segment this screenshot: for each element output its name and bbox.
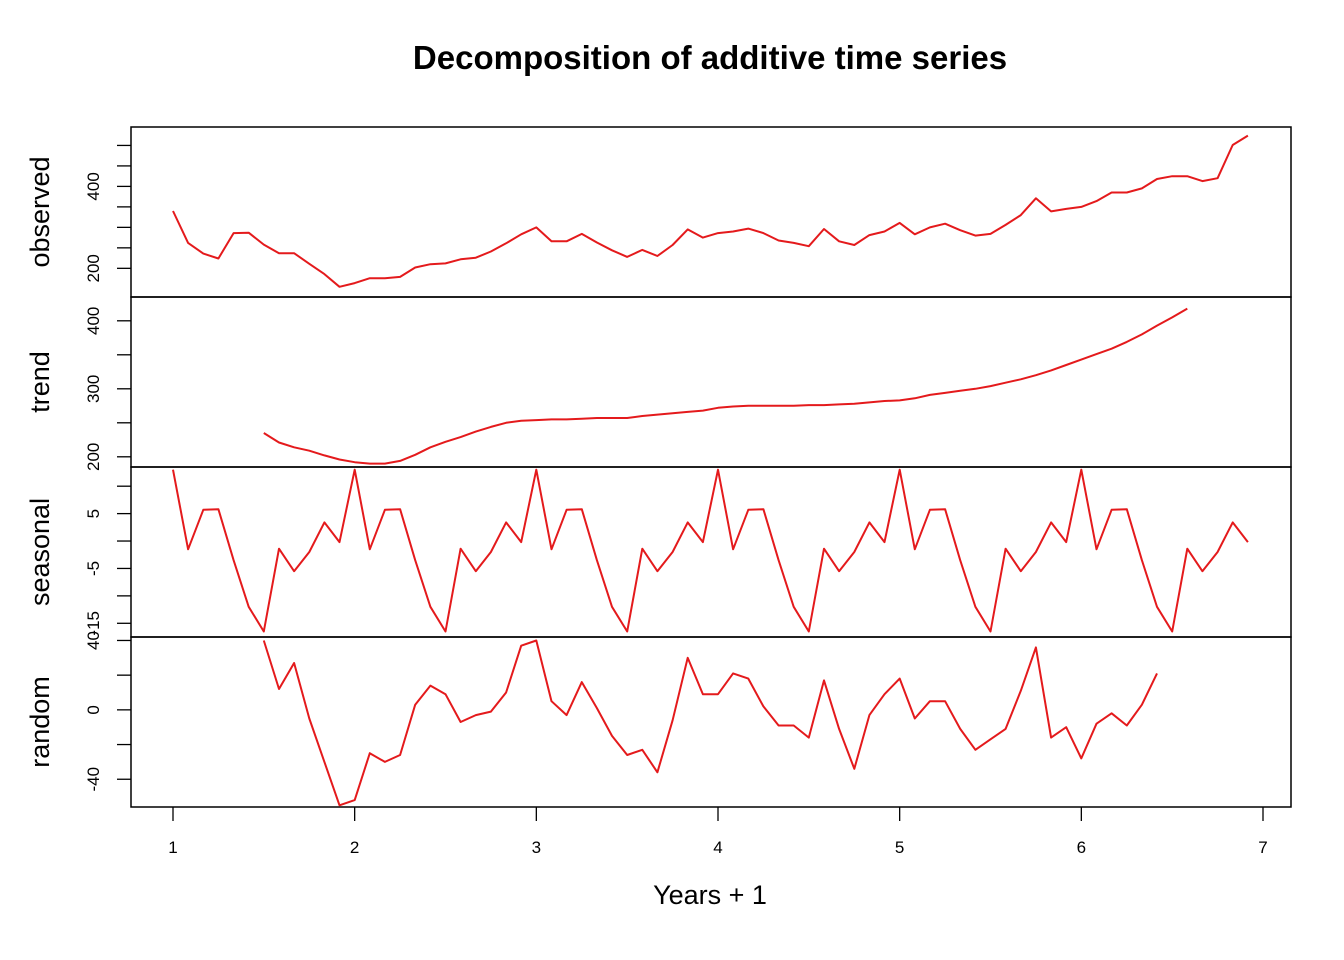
chart-title: Decomposition of additive time series xyxy=(413,39,1007,76)
panel-label-random: random xyxy=(25,676,55,768)
y-tick-label: -40 xyxy=(84,767,103,792)
panel-random: random -40 0 40 xyxy=(25,631,1292,808)
panels-group: observed200400trend200300400seasonal-15-… xyxy=(25,126,1292,808)
panel-trend: trend 200 300 400 xyxy=(25,296,1292,471)
panel-label-observed: observed xyxy=(25,156,55,267)
y-tick-label: 200 xyxy=(84,443,103,471)
panel-frame-observed xyxy=(130,126,1292,298)
y-tick-label: -15 xyxy=(84,611,103,636)
y-tick-label: 40 xyxy=(84,631,103,650)
panel-frame-trend xyxy=(130,296,1292,468)
y-tick-label: 300 xyxy=(84,375,103,403)
x-tick-label: 6 xyxy=(1077,838,1086,857)
y-tick-label: -5 xyxy=(84,561,103,576)
y-tick-label: 0 xyxy=(84,705,103,714)
x-axis: 1 2 3 4 5 6 7 xyxy=(168,807,1268,857)
y-tick-label: 400 xyxy=(84,307,103,335)
panel-label-trend: trend xyxy=(25,351,55,413)
panel-frame-seasonal xyxy=(130,466,1292,638)
series-line-random xyxy=(262,639,1158,807)
x-tick-label: 7 xyxy=(1258,838,1267,857)
x-tick-label: 4 xyxy=(713,838,722,857)
series-line-trend xyxy=(263,307,1188,465)
y-tick-label: 5 xyxy=(84,509,103,518)
x-axis-label: Years + 1 xyxy=(653,880,767,910)
panel-label-seasonal: seasonal xyxy=(25,498,55,606)
x-tick-label: 1 xyxy=(168,838,177,857)
series-line-observed xyxy=(172,134,1249,288)
y-tick-label: 200 xyxy=(84,254,103,282)
panel-observed: observed 200 400 xyxy=(25,126,1292,298)
y-tick-label: 400 xyxy=(84,172,103,200)
series-line-seasonal xyxy=(172,468,1249,633)
panel-frame-random xyxy=(130,636,1292,808)
x-tick-label: 3 xyxy=(532,838,541,857)
panel-seasonal: seasonal -15 -5 5 xyxy=(25,466,1292,638)
x-tick-label: 5 xyxy=(895,838,904,857)
x-tick-label: 2 xyxy=(350,838,359,857)
